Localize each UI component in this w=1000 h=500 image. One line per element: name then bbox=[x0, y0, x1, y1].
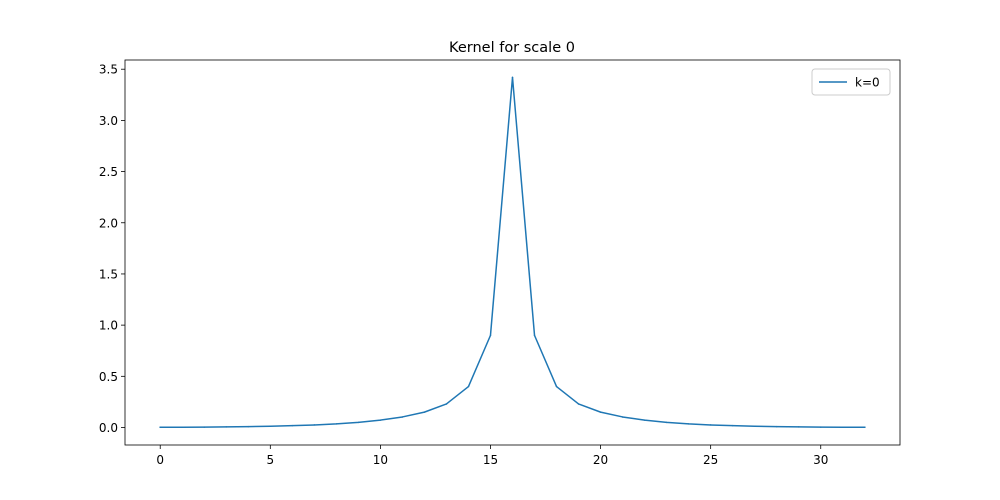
data-point bbox=[555, 385, 558, 388]
plot-frame bbox=[124, 59, 901, 446]
data-point bbox=[599, 411, 602, 413]
data-point bbox=[533, 334, 536, 337]
x-tick-label: 30 bbox=[813, 453, 828, 467]
x-tick-label: 20 bbox=[593, 453, 608, 467]
data-point bbox=[247, 425, 250, 428]
y-tick-label: 2.0 bbox=[99, 216, 118, 230]
axes: 0 5 10 15 20 25 30 0.0 0.5 1.0 1.5 2.0 2.5 3.0 3.5 bbox=[99, 59, 901, 467]
data-point bbox=[731, 424, 734, 427]
x-tick-label: 0 bbox=[156, 453, 164, 467]
data-point bbox=[159, 426, 161, 429]
data-point bbox=[203, 426, 206, 428]
data-point bbox=[511, 76, 514, 79]
y-tick-label: 2.5 bbox=[99, 165, 118, 179]
data-point bbox=[357, 421, 360, 424]
data-point bbox=[577, 403, 580, 405]
data-point bbox=[842, 426, 844, 428]
y-tick-label: 1.0 bbox=[99, 319, 118, 333]
x-tick-label: 10 bbox=[373, 453, 388, 467]
data-point bbox=[775, 425, 778, 428]
data-point bbox=[665, 421, 668, 424]
data-point bbox=[864, 426, 866, 429]
x-tick-label: 25 bbox=[703, 453, 718, 467]
data-point bbox=[753, 425, 756, 428]
legend: k=0 bbox=[811, 68, 891, 96]
x-tick-label: 15 bbox=[483, 453, 498, 467]
data-point bbox=[225, 426, 228, 428]
legend-label: k=0 bbox=[855, 76, 880, 90]
data-point bbox=[181, 426, 183, 428]
data-point bbox=[291, 424, 294, 427]
y-tick-label: 1.5 bbox=[99, 267, 118, 281]
series-layer bbox=[159, 76, 866, 429]
data-point bbox=[313, 424, 316, 426]
data-point bbox=[687, 423, 690, 425]
y-tick-label: 0.5 bbox=[99, 370, 118, 384]
chart-title: Kernel for scale 0 bbox=[449, 40, 575, 56]
data-point bbox=[797, 426, 800, 428]
data-point bbox=[467, 385, 470, 388]
data-point bbox=[445, 403, 448, 405]
legend-box bbox=[811, 68, 891, 96]
data-point bbox=[401, 416, 404, 418]
data-point bbox=[709, 424, 712, 426]
data-point bbox=[643, 419, 646, 421]
data-point bbox=[379, 419, 382, 421]
y-tick-label: 3.5 bbox=[99, 63, 118, 77]
data-point bbox=[621, 416, 624, 418]
data-point bbox=[423, 411, 426, 413]
data-point bbox=[335, 423, 338, 425]
y-tick-label: 0.0 bbox=[99, 421, 118, 435]
y-tick-label: 3.0 bbox=[99, 114, 118, 128]
x-tick-label: 5 bbox=[266, 453, 274, 467]
data-point bbox=[269, 425, 272, 428]
data-point bbox=[819, 426, 822, 428]
data-point bbox=[489, 334, 492, 337]
